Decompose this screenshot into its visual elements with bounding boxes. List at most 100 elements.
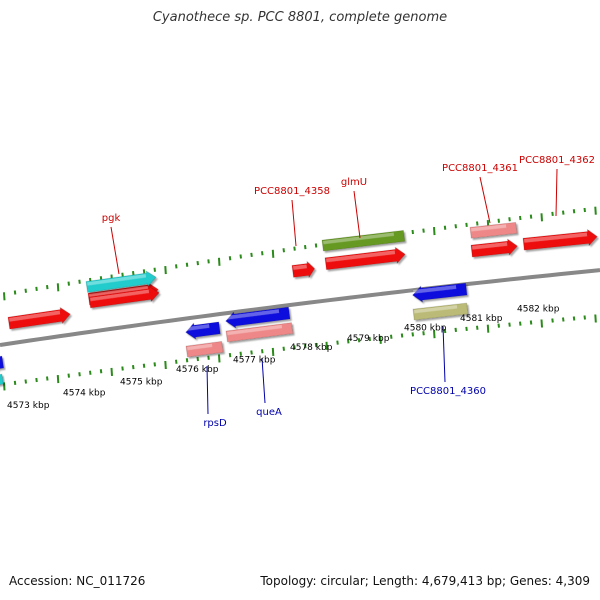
minor-tick	[519, 215, 522, 221]
minor-tick	[35, 286, 38, 292]
minor-tick	[78, 372, 81, 377]
feature-cds-3	[88, 285, 160, 309]
minor-tick	[572, 316, 576, 321]
minor-tick	[89, 370, 92, 375]
minor-tick	[207, 355, 210, 360]
feature-pcc8801-4361-gene-highlight	[471, 224, 507, 232]
minor-tick	[583, 207, 586, 213]
major-tick	[56, 283, 60, 292]
major-tick	[271, 347, 275, 356]
minor-tick	[153, 267, 156, 272]
major-tick	[594, 206, 597, 215]
feature-glmu-gene	[321, 230, 406, 252]
minor-tick	[443, 225, 447, 230]
label-pcc8801-4360-leader	[442, 325, 446, 383]
label-rpsd: rpsD	[203, 418, 227, 429]
minor-tick	[390, 334, 393, 339]
minor-tick	[454, 327, 457, 333]
minor-tick	[411, 332, 414, 337]
minor-tick	[185, 262, 189, 267]
label-glmu: glmU	[341, 177, 367, 188]
label-pcc8801-4358: PCC8801_4358	[254, 186, 330, 197]
major-tick	[594, 314, 597, 323]
minor-tick	[46, 376, 49, 381]
major-tick	[3, 292, 6, 301]
minor-tick	[293, 246, 296, 251]
minor-tick	[572, 209, 576, 214]
minor-tick	[400, 333, 404, 338]
minor-tick	[132, 270, 135, 276]
label-pcc8801-4362: PCC8801_4362	[519, 155, 595, 166]
feature-quea-gene	[225, 322, 294, 343]
minor-tick	[304, 344, 307, 349]
minor-tick	[239, 351, 242, 356]
minor-tick	[476, 325, 479, 330]
major-tick	[164, 266, 167, 275]
minor-tick	[67, 281, 70, 286]
minor-tick	[562, 317, 565, 322]
feature-pcc8801-4360-cds-highlight	[413, 285, 457, 294]
minor-tick	[314, 243, 318, 248]
minor-tick	[411, 229, 414, 235]
feature-track	[0, 222, 598, 386]
minor-tick	[196, 260, 199, 266]
feature-cds-1	[7, 306, 71, 330]
feature-left-blue-shape	[0, 354, 5, 371]
label-pcc8801-4358-leader	[291, 199, 297, 247]
feature-pcc8801-4360-gene-highlight	[414, 305, 458, 314]
minor-tick	[422, 228, 425, 233]
feature-quea-gene-highlight	[227, 324, 283, 336]
feature-labels: pgkPCC8801_4358glmUPCC8801_4361PCC8801_4…	[102, 155, 595, 429]
minor-tick	[422, 331, 425, 336]
scale-label: 4579 kbp	[347, 334, 390, 344]
scale-labels: 4573 kbp 4574 kbp 4575 kbp 4576 kbp 4577 kbp…	[7, 305, 560, 411]
minor-tick	[497, 323, 500, 328]
minor-tick	[121, 366, 124, 371]
map-title: Cyanothece sp. PCC 8801, complete genome	[152, 10, 448, 25]
minor-tick	[35, 377, 38, 383]
genome-backbone	[0, 268, 600, 347]
feature-left-cyan	[0, 373, 4, 386]
label-rpsd-leader	[206, 365, 209, 415]
feature-rpsd-cds	[185, 321, 221, 340]
minor-tick	[175, 264, 178, 269]
feature-pcc8801-4362	[522, 228, 598, 251]
feature-rpsd-gene-highlight	[187, 343, 213, 351]
minor-tick	[583, 315, 586, 320]
major-tick	[540, 319, 543, 328]
feature-pcc8801-4358-shape	[291, 260, 315, 279]
feature-left-cyan-shape	[0, 373, 4, 386]
feature-glmu-gene-highlight	[323, 232, 395, 245]
label-pgk-leader	[110, 226, 120, 275]
minor-tick	[239, 254, 242, 259]
feature-quea-cds	[225, 306, 291, 329]
genome-summary-text: Topology: circular; Length: 4,679,413 bp…	[260, 574, 590, 588]
label-pcc8801-4361-leader	[479, 176, 491, 224]
major-tick	[3, 382, 6, 391]
major-tick	[271, 249, 275, 258]
minor-tick	[153, 362, 156, 367]
scale-label: 4580 kbp	[404, 323, 447, 333]
feature-cds-3-highlight	[90, 289, 150, 302]
feature-cds-1-highlight	[9, 310, 61, 322]
scale-label: 4581 kbp	[460, 314, 503, 324]
major-tick	[433, 330, 436, 339]
minor-tick	[24, 288, 27, 293]
minor-tick	[562, 210, 565, 215]
minor-tick	[175, 359, 178, 364]
scale-label: 4575 kbp	[120, 378, 163, 388]
minor-tick	[185, 358, 189, 363]
label-quea: queA	[256, 407, 282, 418]
minor-tick	[551, 318, 554, 323]
feature-pcc8801-4361-gene	[469, 222, 518, 239]
minor-tick	[228, 352, 232, 358]
minor-tick	[368, 336, 371, 342]
label-pcc8801-4360: PCC8801_4360	[410, 386, 486, 397]
feature-pcc8801-4360-cds	[412, 282, 468, 303]
scale-label: 4577 kbp	[233, 355, 276, 365]
minor-tick	[551, 211, 554, 217]
minor-tick	[454, 224, 457, 229]
minor-tick	[293, 345, 296, 350]
feature-pcc8801-4360-gene	[412, 302, 469, 321]
minor-tick	[142, 363, 146, 368]
